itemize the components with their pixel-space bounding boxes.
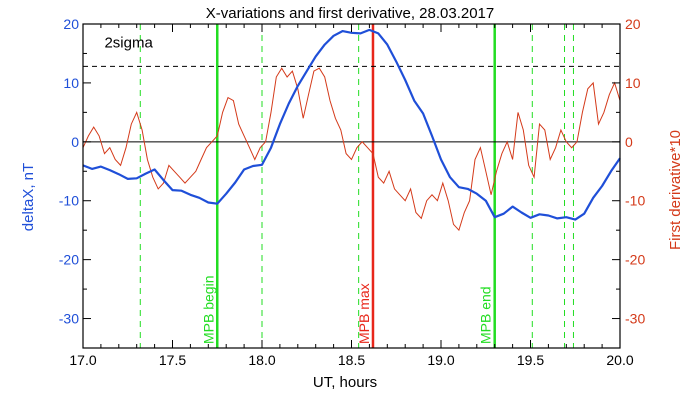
marker-label-0: MPB begin xyxy=(200,276,216,344)
marker-label-1: MPB max xyxy=(356,283,372,344)
chart-title: X-variations and first derivative, 28.03… xyxy=(206,5,495,22)
y-tick-label-left-0: 20 xyxy=(63,16,79,32)
x-tick-label-0: 17.0 xyxy=(69,352,96,368)
y-tick-label-right-5: -30 xyxy=(625,311,645,327)
series-derivative xyxy=(82,67,621,232)
x-axis-label: UT, hours xyxy=(313,374,377,391)
y-axis-label-right: First derivative*10 xyxy=(667,130,684,250)
plot-frame xyxy=(82,23,621,349)
y-tick-label-left-2: 0 xyxy=(71,134,79,150)
x-tick-label-3: 18.5 xyxy=(338,352,365,368)
y-tick-label-left-3: -10 xyxy=(59,193,79,209)
series-layer xyxy=(82,28,621,232)
y-tick-label-right-2: 0 xyxy=(625,134,633,150)
y-tick-label-right-3: -10 xyxy=(625,193,645,209)
y-tick-label-right-0: 20 xyxy=(625,16,641,32)
x-tick-label-4: 19.0 xyxy=(427,352,454,368)
series-deltax xyxy=(82,28,621,221)
y-tick-label-left-1: 10 xyxy=(63,75,79,91)
x-tick-label-6: 20.0 xyxy=(606,352,633,368)
marker-labels: MPB begin MPB max MPB end xyxy=(200,276,493,344)
x-tick-label-1: 17.5 xyxy=(159,352,186,368)
y-tick-label-right-4: -20 xyxy=(625,252,645,268)
x-tick-label-2: 18.0 xyxy=(248,352,275,368)
marker-label-2: MPB end xyxy=(478,286,494,344)
axes: 17.0 17.5 18.0 18.5 19.0 19.5 20.0 20 20 10 10 0 0 -1… xyxy=(59,16,646,368)
y-tick-label-left-4: -20 xyxy=(59,252,79,268)
x-tick-label-5: 19.5 xyxy=(517,352,544,368)
threshold-label: 2sigma xyxy=(104,35,153,52)
y-axis-label-left: deltaX, nT xyxy=(20,163,37,231)
y-tick-label-right-1: 10 xyxy=(625,75,641,91)
y-tick-label-left-5: -30 xyxy=(59,311,79,327)
vertical-markers xyxy=(139,24,574,348)
